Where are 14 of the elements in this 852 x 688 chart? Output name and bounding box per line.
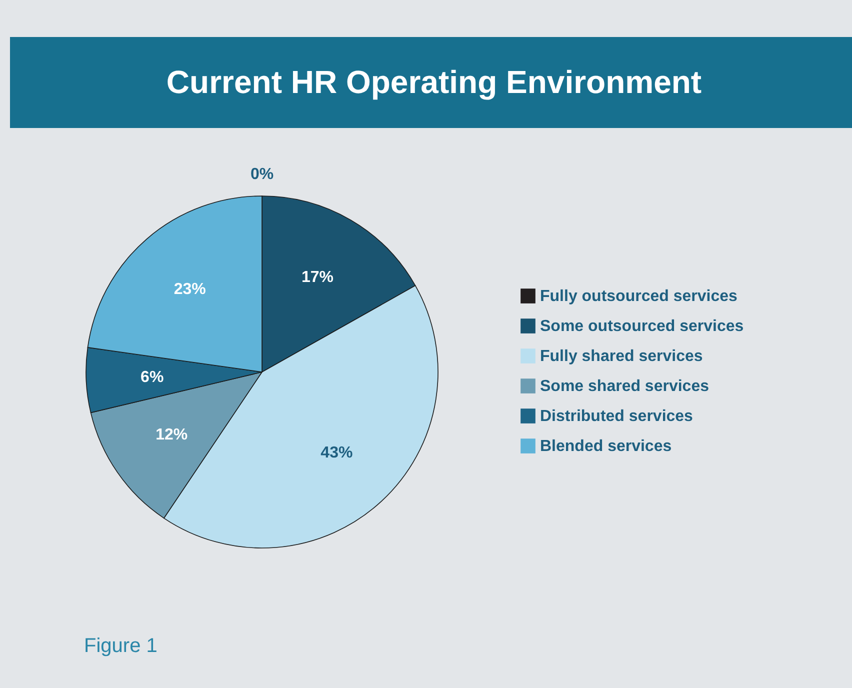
chart-title: Current HR Operating Environment — [166, 64, 702, 100]
data-label: 43% — [320, 444, 353, 462]
data-label: 6% — [140, 369, 164, 386]
data-label: 17% — [301, 269, 334, 286]
data-label: 12% — [156, 426, 188, 444]
text: 0% — [250, 166, 274, 183]
legend-label: Distributed services — [540, 408, 694, 425]
data-label: 23% — [174, 280, 206, 298]
legend-label: Fully outsourced services — [540, 288, 738, 305]
caption: Figure 1 — [84, 635, 158, 657]
legend-label: Some shared services — [540, 378, 710, 395]
legend-label: Blended services — [540, 438, 672, 455]
legend-label: Some outsourced services — [540, 318, 744, 335]
legend-label: Fully shared services — [540, 348, 703, 365]
